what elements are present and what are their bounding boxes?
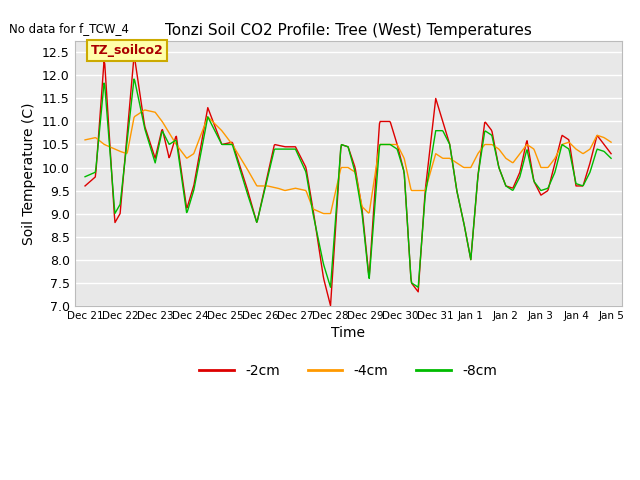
Legend: -2cm, -4cm, -8cm: -2cm, -4cm, -8cm [194,359,502,384]
Text: TZ_soilco2: TZ_soilco2 [91,44,164,57]
X-axis label: Time: Time [331,326,365,340]
Y-axis label: Soil Temperature (C): Soil Temperature (C) [22,102,36,244]
Title: Tonzi Soil CO2 Profile: Tree (West) Temperatures: Tonzi Soil CO2 Profile: Tree (West) Temp… [164,24,531,38]
Text: No data for f_TCW_4: No data for f_TCW_4 [9,23,129,36]
